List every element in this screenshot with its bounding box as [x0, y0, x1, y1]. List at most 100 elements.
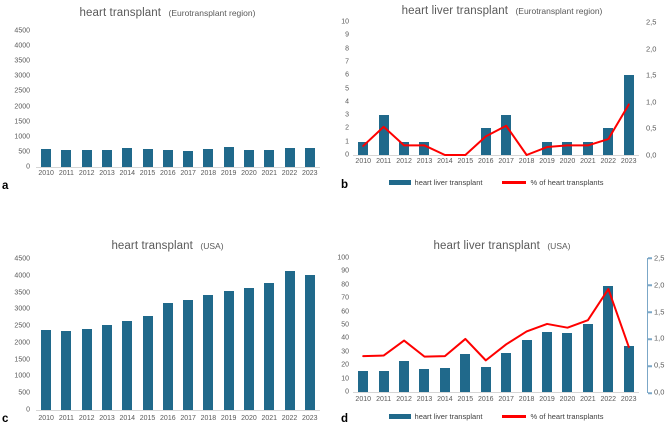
x-tick-label: 2014 — [437, 396, 453, 403]
x-tick-label: 2015 — [457, 396, 474, 403]
bar-2021 — [582, 323, 593, 392]
x-tick-label: 2020 — [241, 170, 257, 177]
bar-2019 — [223, 290, 234, 410]
bar-2020 — [562, 333, 573, 392]
bar-slot — [300, 259, 320, 410]
bar-slot — [219, 259, 239, 410]
chart-title-suffix: (Eurotransplant region) — [515, 6, 603, 16]
x-tick-label: 2019 — [220, 170, 237, 177]
legend-label: % of heart transplants — [530, 412, 604, 421]
bar-2017 — [501, 353, 512, 392]
bar-2016 — [480, 128, 491, 155]
bar-slot — [373, 22, 393, 155]
x-tick-label: 2021 — [261, 415, 278, 422]
bar-2010 — [41, 330, 52, 410]
y-tick-label: 4500 — [14, 27, 30, 35]
panel-c: heart transplant (USA) 4500 4000 3500 3000 2… — [0, 215, 335, 429]
x-tick-label: 2017 — [498, 396, 514, 403]
bar-series — [353, 22, 639, 155]
x-tick-label: 2016 — [160, 415, 176, 422]
x-tick-label: 2022 — [281, 170, 298, 177]
y-axis-right: 2,5 2,0 1,5 1,0 0,5 0,0 — [654, 254, 669, 397]
bar-slot — [117, 31, 137, 167]
x-tick-label: 2014 — [119, 415, 136, 422]
chart-title-main: heart transplant — [111, 240, 193, 252]
bar-slot — [198, 31, 218, 167]
panel-b: heart liver transplant (Eurotransplant r… — [335, 0, 669, 215]
bar-slot — [77, 31, 97, 167]
y-tick-label: 3500 — [14, 57, 30, 65]
panel-letter: c — [2, 413, 9, 425]
bar-2019 — [542, 331, 552, 392]
bar-2016 — [162, 149, 173, 167]
right-axis-tick — [648, 311, 652, 313]
bar-slot — [578, 22, 598, 155]
y-tick-label: 1000 — [14, 133, 30, 141]
y-tick-label: 0 — [26, 406, 30, 414]
y-tick-label: 0,5 — [646, 123, 657, 133]
legend-line-swatch — [502, 415, 527, 418]
x-tick-label: 2020 — [559, 158, 576, 165]
x-tick-label: 2023 — [620, 396, 637, 403]
bar-2011 — [378, 370, 389, 392]
x-axis-labels: 2010 2011 2012 2013 2014 2015 2016 2017 2018 2019… — [353, 396, 639, 403]
y-tick-label: 50 — [341, 321, 349, 329]
bar-slot — [598, 258, 618, 392]
x-tick-label: 2012 — [78, 415, 95, 422]
plot-area — [353, 258, 639, 393]
legend-line-swatch — [502, 181, 527, 184]
x-tick-label: 2018 — [200, 415, 217, 422]
bar-slot — [618, 22, 638, 155]
x-tick-label: 2012 — [78, 170, 95, 177]
bar-2016 — [162, 302, 173, 410]
bar-slot — [537, 22, 557, 155]
y-axis-left: 4500 4000 3500 3000 2500 2000 1500 1000 500 0 — [4, 27, 30, 171]
bar-2012 — [81, 149, 92, 167]
bar-2017 — [183, 300, 194, 410]
x-tick-label: 2023 — [620, 158, 637, 165]
bar-2022 — [284, 148, 295, 167]
bar-2015 — [460, 354, 471, 392]
bar-slot — [394, 258, 414, 392]
bar-slot — [239, 259, 259, 410]
x-tick-label: 2017 — [498, 158, 514, 165]
legend: heart liver transplant % of heart transpl… — [353, 412, 639, 421]
percent-line — [353, 258, 639, 392]
y-tick-label: 20 — [341, 361, 349, 369]
panel-a: heart transplant (Eurotransplant region)… — [0, 0, 335, 215]
x-tick-label: 2011 — [376, 158, 392, 165]
bar-2021 — [264, 282, 275, 410]
bar-slot — [97, 31, 117, 167]
bar-slot — [537, 258, 557, 392]
y-tick-label: 0 — [345, 151, 349, 159]
legend-label: % of heart transplants — [530, 178, 604, 187]
bar-2013 — [101, 150, 112, 167]
bar-2012 — [399, 361, 410, 392]
y-tick-label: 70 — [341, 294, 349, 302]
bar-slot — [618, 258, 638, 392]
bar-slot — [394, 22, 414, 155]
bar-2014 — [122, 148, 133, 167]
right-axis-tick — [648, 257, 652, 259]
bar-2019 — [542, 141, 552, 155]
legend: heart liver transplant % of heart transpl… — [353, 178, 639, 187]
right-axis-tick — [648, 392, 652, 394]
bar-slot — [414, 258, 434, 392]
x-tick-label: 2015 — [139, 415, 156, 422]
bar-slot — [557, 22, 577, 155]
bar-2011 — [61, 331, 72, 410]
chart-title-main: heart liver transplant — [401, 5, 508, 17]
bar-slot — [455, 258, 475, 392]
bar-2011 — [378, 115, 389, 155]
legend-item: heart liver transplant — [388, 178, 482, 187]
bar-slot — [279, 259, 299, 410]
bar-slot — [300, 31, 320, 167]
x-tick-label: 2020 — [559, 396, 576, 403]
bar-slot — [259, 31, 279, 167]
bar-slot — [373, 258, 393, 392]
y-tick-label: 1500 — [14, 356, 30, 364]
y-tick-label: 7 — [345, 58, 349, 66]
bar-2017 — [501, 115, 512, 155]
bar-slot — [476, 22, 496, 155]
